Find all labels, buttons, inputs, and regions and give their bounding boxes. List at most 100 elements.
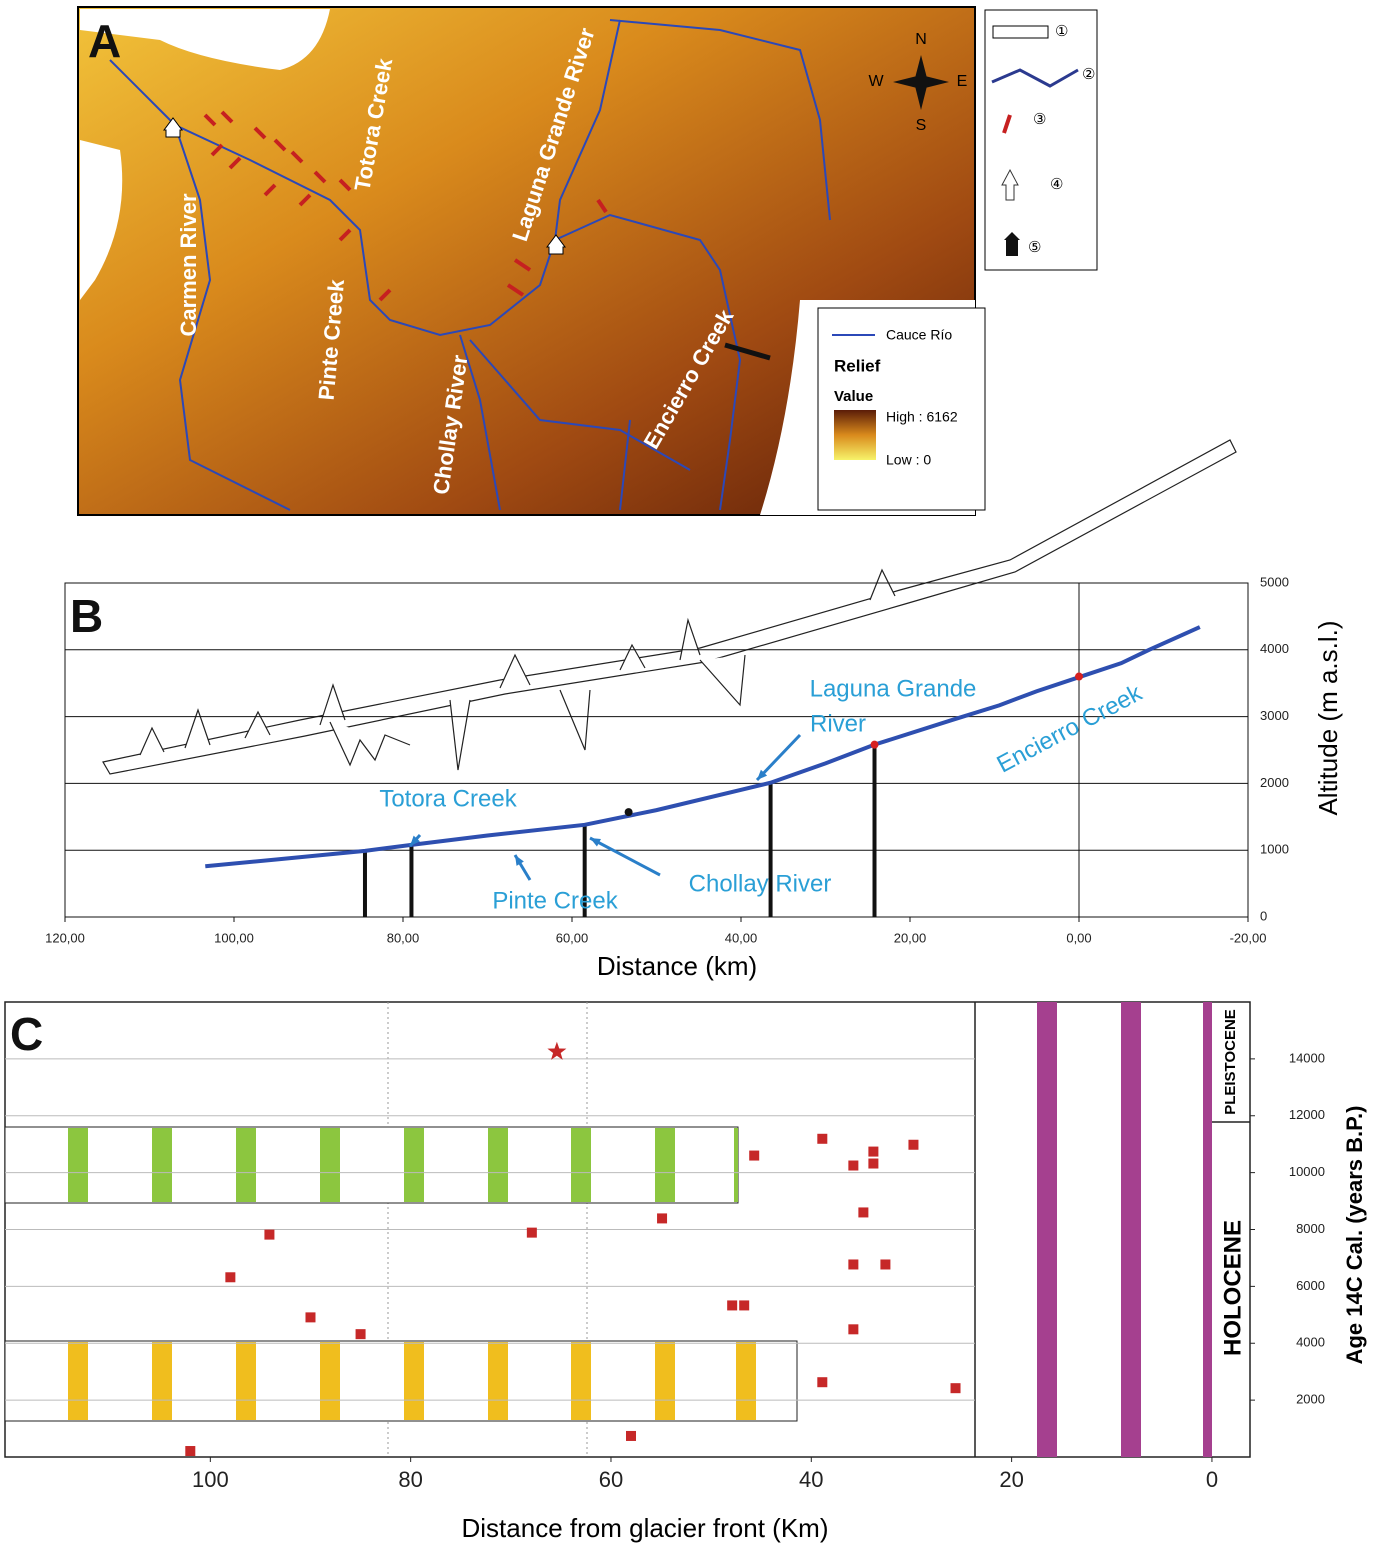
- x-axis-title: Distance (km): [597, 951, 757, 981]
- green-band: [734, 1128, 738, 1202]
- sample-point: [950, 1383, 961, 1394]
- yellow-band: [736, 1342, 756, 1420]
- marker: [1075, 672, 1083, 681]
- compass-label: N: [915, 31, 927, 48]
- chart-b: 0 1000 2000 3000 4000 5000 120,00 100,00 80,00 60…: [45, 574, 1343, 980]
- x-tick-label: 100,00: [214, 930, 254, 945]
- x-tick-label: 100: [192, 1467, 229, 1492]
- green-band: [488, 1128, 508, 1202]
- arrow-head: [757, 769, 768, 780]
- panel-letter: A: [88, 15, 121, 67]
- annotation: Totora Creek: [379, 785, 517, 812]
- x-tick-label: 40: [799, 1467, 823, 1492]
- period-label: PLEISTOCENE: [1222, 1009, 1239, 1115]
- sample-point: [749, 1150, 760, 1161]
- yellow-band: [655, 1342, 675, 1420]
- y-tick-label: 0: [1260, 908, 1267, 923]
- sample-point: [848, 1259, 859, 1270]
- yellow-band: [152, 1342, 172, 1420]
- arrow-head: [515, 855, 524, 866]
- annotation-arrow: [755, 733, 802, 782]
- sample-point: [880, 1259, 891, 1270]
- band-box: [4, 1126, 739, 1204]
- legend-subtitle: Value: [834, 388, 873, 405]
- annotation: Chollay River: [689, 870, 832, 897]
- y-tick-label: 2000: [1260, 775, 1289, 790]
- flow-arrows: [203, 110, 608, 302]
- x-tick-label: 60,00: [556, 930, 589, 945]
- x-tick-label: 20,00: [894, 930, 927, 945]
- y-tick-label: 3000: [1260, 708, 1289, 723]
- x-tick-label: -20,00: [1230, 930, 1267, 945]
- y-tick-label: 5000: [1260, 574, 1289, 589]
- key-number: ④: [1050, 176, 1063, 193]
- sample-point: [817, 1133, 828, 1144]
- green-band: [404, 1128, 424, 1202]
- panel-c-frame: [4, 1001, 1251, 1458]
- map-legend: Cauce Río Relief Value High : 6162 Low :…: [817, 307, 986, 511]
- key-number: ①: [1055, 23, 1068, 40]
- x-tick-label: 120,00: [45, 930, 85, 945]
- sample-point: [727, 1300, 738, 1311]
- compass-label: E: [957, 73, 968, 90]
- river-label: Carmen River: [176, 193, 201, 337]
- y-tick-label: 14000: [1289, 1050, 1325, 1065]
- sample-point: [355, 1329, 366, 1340]
- annotation-arrow: [589, 836, 661, 877]
- sample-point: [739, 1300, 750, 1311]
- legend-title: Relief: [834, 356, 881, 375]
- sample-point: [868, 1146, 879, 1157]
- key-number: ⑤: [1028, 239, 1041, 256]
- legend-text: High : 6162: [886, 409, 958, 425]
- sample-point: [264, 1229, 275, 1240]
- y-tick-label: 8000: [1296, 1221, 1325, 1236]
- green-band: [152, 1128, 172, 1202]
- x-tick-label: 20: [999, 1467, 1023, 1492]
- sample-point: [848, 1324, 859, 1335]
- sample-point: [225, 1272, 236, 1283]
- sample-point: [908, 1139, 919, 1150]
- yellow-band: [488, 1342, 508, 1420]
- sample-point: [817, 1377, 828, 1388]
- yellow-band: [404, 1342, 424, 1420]
- period-bands: [4, 1126, 798, 1422]
- y-tick-label: 4000: [1296, 1335, 1325, 1350]
- sample-point: [848, 1160, 859, 1171]
- y-axis-title: Altitude (m a.s.l.): [1313, 620, 1343, 815]
- x-tick-label: 0: [1206, 1467, 1218, 1492]
- y-tick-label: 2000: [1296, 1392, 1325, 1407]
- x-tick-label: 80: [398, 1467, 422, 1492]
- sample-point: [657, 1213, 668, 1224]
- legend-text: Cauce Río: [886, 327, 952, 343]
- y-axis-title: Age 14C Cal. (years B.P.): [1342, 1106, 1367, 1365]
- sample-point: [868, 1158, 879, 1169]
- legend-text: Low : 0: [886, 452, 931, 468]
- panel-letter: C: [10, 1008, 43, 1060]
- sample-point: [626, 1430, 637, 1441]
- compass-label: W: [868, 73, 884, 90]
- x-tick-label: 80,00: [387, 930, 420, 945]
- chart-c: 2000 4000 6000 8000 10000 12000 14000 100 80 60 40…: [5, 1008, 1367, 1543]
- blank-area: [80, 140, 123, 300]
- x-tick-label: 0,00: [1066, 930, 1091, 945]
- yellow-band: [571, 1342, 591, 1420]
- y-tick-label: 12000: [1289, 1107, 1325, 1122]
- annotation: River: [810, 710, 866, 737]
- marker: [624, 808, 633, 817]
- y-tick-label: 4000: [1260, 641, 1289, 656]
- marker: [870, 740, 879, 749]
- annotation: Encierro Creek: [992, 679, 1147, 778]
- arrow-head: [590, 838, 601, 847]
- blank-area: [80, 9, 330, 70]
- period-label: HOLOCENE: [1219, 1220, 1246, 1356]
- sample-point: [526, 1227, 537, 1238]
- glacier-sketch: [102, 439, 1237, 775]
- yellow-band: [236, 1342, 256, 1420]
- y-tick-label: 10000: [1289, 1164, 1325, 1179]
- green-band: [236, 1128, 256, 1202]
- compass-label: S: [916, 117, 927, 134]
- star-point: [547, 1041, 567, 1060]
- x-tick-label: 40,00: [725, 930, 758, 945]
- annotation: Pinte Creek: [492, 887, 618, 914]
